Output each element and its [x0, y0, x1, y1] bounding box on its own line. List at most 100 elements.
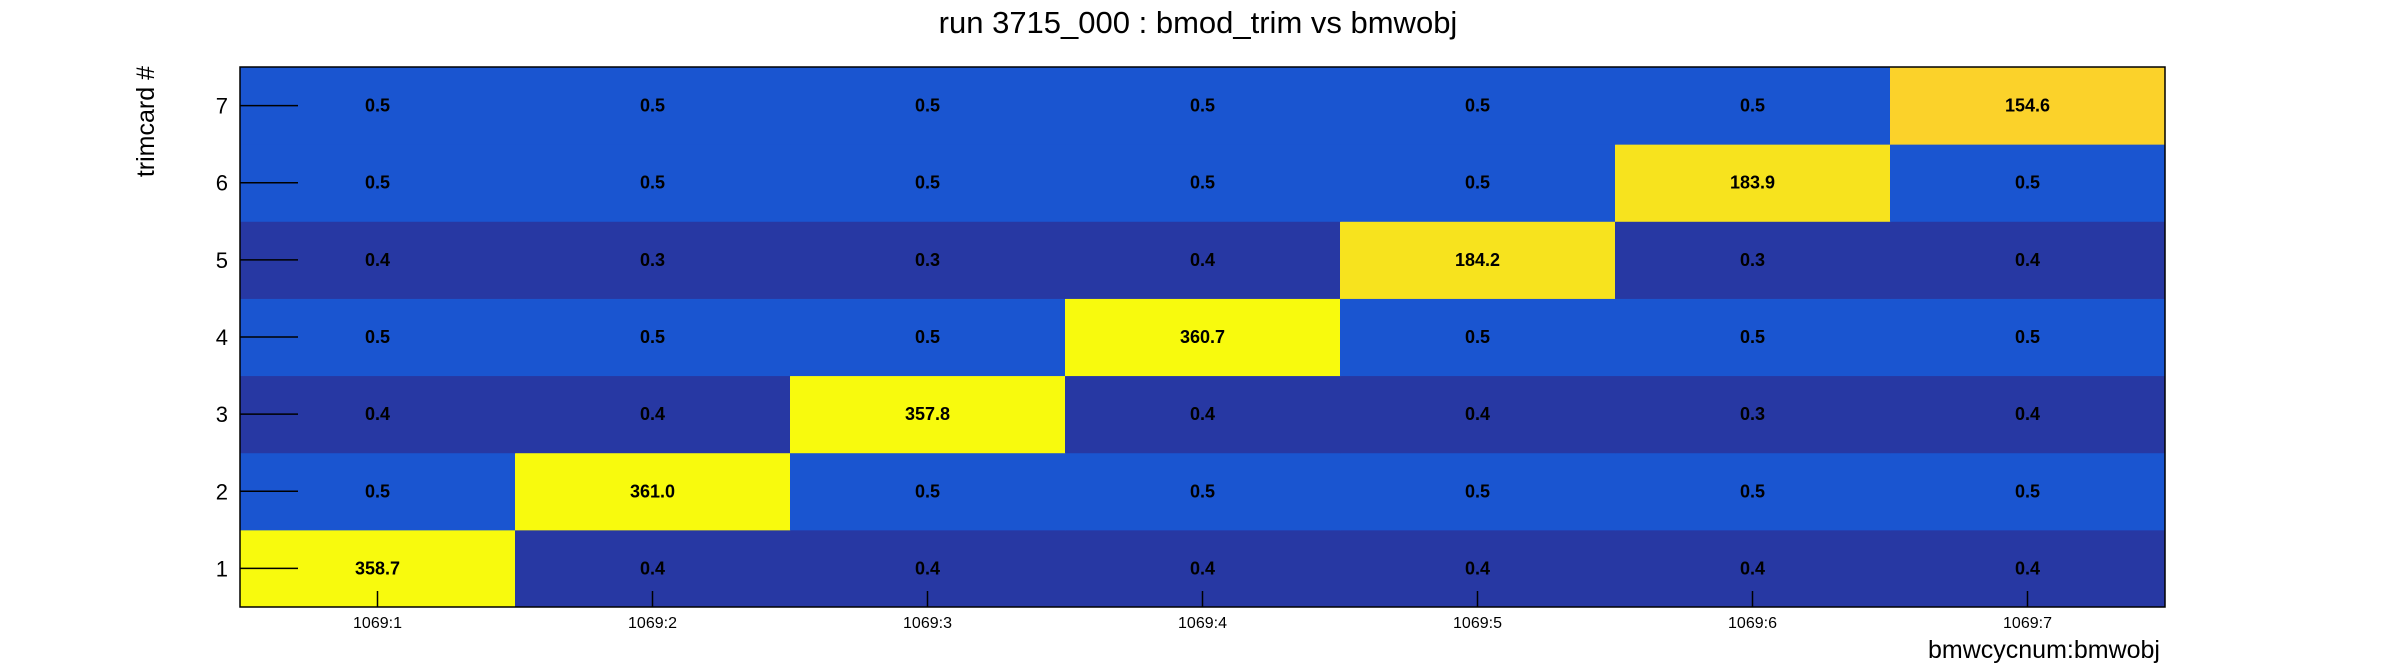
heatmap-cells [240, 67, 2166, 608]
cell-value-label: 154.6 [2005, 96, 2050, 116]
heatmap-cell [1340, 375, 1616, 454]
cell-value-label: 0.5 [915, 96, 940, 116]
cell-value-label: 0.5 [365, 96, 390, 116]
cell-value-label: 0.5 [1740, 327, 1765, 347]
heatmap-cell [1615, 221, 1891, 299]
heatmap-cell [790, 67, 1066, 145]
cell-value-label: 0.3 [915, 250, 940, 270]
cell-value-label: 0.5 [1740, 96, 1765, 116]
heatmap-cell [515, 67, 791, 145]
heatmap-cell [515, 221, 791, 299]
heatmap-cell [1890, 67, 2166, 145]
heatmap-cell [515, 144, 791, 222]
y-tick-label: 2 [216, 479, 228, 504]
x-tick-label: 1069:7 [2003, 615, 2052, 632]
y-tick-label: 7 [216, 94, 228, 119]
x-tick-label: 1069:5 [1453, 615, 1502, 632]
cell-value-label: 0.5 [365, 173, 390, 193]
heatmap-cell [1890, 298, 2166, 377]
heatmap-cell [1890, 375, 2166, 454]
y-axis-ticks: 1 2 3 4 5 6 7 [216, 94, 298, 581]
heatmap-cell [1615, 375, 1891, 454]
cell-labels: 358.7 0.4 0.4 0.4 0.4 0.4 0.4 0.5 361.0 0.5 0.5 0.5… [355, 96, 2050, 579]
heatmap-cell [1615, 298, 1891, 377]
cell-value-label: 0.4 [1190, 558, 1215, 578]
x-tick-label: 1069:1 [353, 615, 402, 632]
heatmap-cell [1340, 221, 1616, 299]
y-tick-label: 3 [216, 402, 228, 427]
cell-value-label: 0.5 [915, 481, 940, 501]
heatmap-cell [1615, 452, 1891, 531]
cell-value-label: 0.5 [1190, 481, 1215, 501]
cell-value-label: 0.5 [2015, 327, 2040, 347]
cell-value-label: 358.7 [355, 558, 400, 578]
cell-value-label: 0.3 [1740, 250, 1765, 270]
x-tick-label: 1069:4 [1178, 615, 1227, 632]
heatmap-cell [1890, 144, 2166, 222]
cell-value-label: 0.5 [2015, 173, 2040, 193]
x-tick-label: 1069:6 [1728, 615, 1777, 632]
cell-value-label: 357.8 [905, 404, 950, 424]
y-axis-label: trimcard # [132, 66, 160, 177]
cell-value-label: 360.7 [1180, 327, 1225, 347]
cell-value-label: 0.5 [1740, 481, 1765, 501]
cell-value-label: 0.4 [2015, 404, 2040, 424]
cell-value-label: 361.0 [630, 481, 675, 501]
y-tick-label: 6 [216, 171, 228, 196]
cell-value-label: 0.5 [2015, 481, 2040, 501]
cell-value-label: 0.4 [1190, 404, 1215, 424]
heatmap-cell [1065, 67, 1341, 145]
cell-value-label: 0.5 [365, 481, 390, 501]
cell-value-label: 0.5 [640, 96, 665, 116]
cell-value-label: 0.4 [365, 250, 390, 270]
cell-value-label: 0.4 [1465, 558, 1490, 578]
heatmap-cell [1890, 452, 2166, 531]
heatmap-cell [1340, 144, 1616, 222]
heatmap-cell [790, 375, 1066, 454]
cell-value-label: 0.5 [640, 173, 665, 193]
heatmap-cell [1340, 452, 1616, 531]
cell-value-label: 0.4 [640, 404, 665, 424]
heatmap-cell [1615, 144, 1891, 222]
cell-value-label: 0.5 [640, 327, 665, 347]
heatmap-cell [1340, 67, 1616, 145]
x-axis-ticks: 1069:1 1069:2 1069:3 1069:4 1069:5 1069:6 1069… [353, 591, 2052, 632]
heatmap-cell [1890, 221, 2166, 299]
x-axis-label: bmwcycnum:bmwobj [1928, 636, 2160, 664]
cell-value-label: 0.5 [1190, 96, 1215, 116]
y-tick-label: 1 [216, 556, 228, 581]
y-tick-label: 5 [216, 248, 228, 273]
heatmap-cell [1065, 375, 1341, 454]
heatmap-cell [790, 298, 1066, 377]
x-tick-label: 1069:3 [903, 615, 952, 632]
heatmap-cell [790, 452, 1066, 531]
x-tick-label: 1069:2 [628, 615, 677, 632]
cell-value-label: 0.3 [640, 250, 665, 270]
cell-value-label: 183.9 [1730, 173, 1775, 193]
cell-value-label: 0.5 [1465, 481, 1490, 501]
cell-value-label: 0.4 [2015, 250, 2040, 270]
cell-value-label: 0.5 [1465, 173, 1490, 193]
heatmap-cell [1065, 144, 1341, 222]
heatmap-cell [1340, 298, 1616, 377]
heatmap-cell [790, 221, 1066, 299]
cell-value-label: 0.5 [915, 327, 940, 347]
cell-value-label: 0.5 [365, 327, 390, 347]
heatmap-cell [1065, 452, 1341, 531]
heatmap-cell [515, 375, 791, 454]
heatmap-cell [515, 452, 791, 531]
cell-value-label: 0.5 [1465, 327, 1490, 347]
cell-value-label: 0.4 [640, 558, 665, 578]
cell-value-label: 0.3 [1740, 404, 1765, 424]
cell-value-label: 0.5 [1190, 173, 1215, 193]
cell-value-label: 184.2 [1455, 250, 1500, 270]
cell-value-label: 0.4 [365, 404, 390, 424]
heatmap-cell [515, 298, 791, 377]
cell-value-label: 0.4 [1190, 250, 1215, 270]
cell-value-label: 0.5 [915, 173, 940, 193]
cell-value-label: 0.4 [2015, 558, 2040, 578]
y-tick-label: 4 [216, 325, 228, 350]
cell-value-label: 0.5 [1465, 96, 1490, 116]
heatmap-cell [1065, 221, 1341, 299]
